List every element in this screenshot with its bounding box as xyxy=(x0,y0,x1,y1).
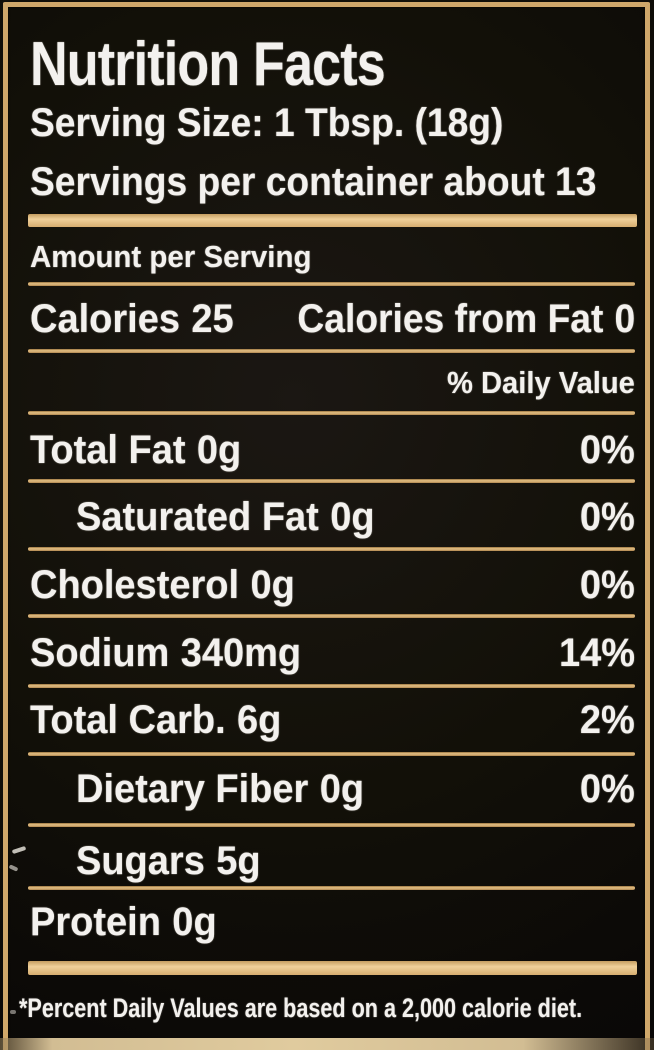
divider-line xyxy=(28,752,635,756)
daily-value-header: % Daily Value xyxy=(447,365,635,400)
calories-from-fat-label: Calories from Fat xyxy=(297,297,604,341)
nutrient-amount: 0g xyxy=(330,495,375,539)
divider-line xyxy=(28,614,635,618)
nutrient-row-sugars: Sugars 5g xyxy=(76,841,635,883)
nutrient-daily-value: 2% xyxy=(580,698,635,742)
nutrient-name: Total Fat xyxy=(30,428,186,472)
divider-line xyxy=(28,547,635,551)
nutrient-name: Saturated Fat xyxy=(76,495,319,539)
nutrient-amount: 0g xyxy=(319,767,365,811)
nutrient-amount: 340mg xyxy=(180,631,302,675)
serving-size: Serving Size: 1 Tbsp. (18g) xyxy=(30,101,504,145)
nutrient-row-protein: Protein 0g xyxy=(30,902,635,944)
nutrient-name: Cholesterol xyxy=(30,563,240,607)
amount-per-serving-header: Amount per Serving xyxy=(30,239,312,274)
nutrient-daily-value: 0% xyxy=(580,428,635,472)
bottom-edge-strip xyxy=(0,1038,654,1050)
photo-smudge xyxy=(10,1010,16,1014)
section-bar xyxy=(28,961,637,975)
divider-line xyxy=(28,282,635,286)
nutrient-daily-value: 14% xyxy=(558,631,635,675)
divider-line xyxy=(28,349,635,353)
calories-from-fat-value: 0 xyxy=(614,297,635,341)
divider-line xyxy=(28,886,635,890)
calories-label: Calories xyxy=(30,297,180,341)
nutrient-name: Sodium xyxy=(30,631,170,675)
nutrition-facts-title: Nutrition Facts xyxy=(30,30,386,99)
calories-left: Calories 25 xyxy=(30,299,234,339)
nutrient-name: Sugars xyxy=(76,839,205,883)
nutrient-daily-value: 0% xyxy=(580,767,635,811)
calories-from-fat: Calories from Fat 0 xyxy=(297,299,635,339)
divider-line xyxy=(28,684,635,688)
nutrient-amount: 0g xyxy=(196,428,242,472)
nutrient-daily-value: 0% xyxy=(580,563,635,607)
calories-value: 25 xyxy=(191,297,234,341)
nutrient-row-sodium: Sodium 340mg 14% xyxy=(30,633,635,675)
section-bar xyxy=(28,214,637,227)
divider-line xyxy=(28,411,635,415)
nutrient-amount: 6g xyxy=(237,698,282,742)
nutrient-amount: 5g xyxy=(216,839,261,883)
label-border-frame xyxy=(3,2,650,1050)
servings-per-container: Servings per container about 13 xyxy=(30,160,597,204)
nutrient-name: Dietary Fiber xyxy=(76,767,309,811)
footnote: *Percent Daily Values are based on a 2,0… xyxy=(19,993,583,1023)
nutrient-name: Total Carb. xyxy=(30,698,226,742)
nutrient-row-cholesterol: Cholesterol 0g 0% xyxy=(30,565,635,607)
nutrient-amount: 0g xyxy=(250,563,295,607)
nutrient-row-total-fat: Total Fat 0g 0% xyxy=(30,430,635,472)
calories-row: Calories 25 Calories from Fat 0 xyxy=(30,299,635,341)
nutrient-row-dietary-fiber: Dietary Fiber 0g 0% xyxy=(76,769,635,811)
nutrient-name: Protein xyxy=(30,900,161,944)
nutrient-row-total-carb: Total Carb. 6g 2% xyxy=(30,700,635,742)
nutrient-amount: 0g xyxy=(172,900,217,944)
nutrient-row-saturated-fat: Saturated Fat 0g 0% xyxy=(76,497,635,539)
divider-line xyxy=(28,823,635,827)
divider-line xyxy=(28,479,635,483)
nutrient-daily-value: 0% xyxy=(580,495,635,539)
